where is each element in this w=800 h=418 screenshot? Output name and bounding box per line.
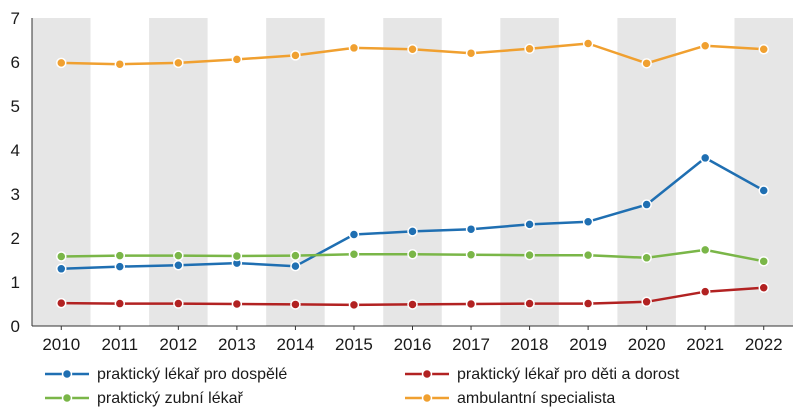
y-tick-label: 0 [11,317,20,336]
y-tick-label: 2 [11,229,20,248]
column-band [617,18,676,326]
data-point [641,58,652,69]
data-point [407,249,418,260]
data-point [348,249,360,260]
data-point [348,299,360,311]
data-point [465,249,477,260]
data-point [699,152,711,164]
x-tick-label: 2017 [452,335,490,354]
legend: praktický lékař pro dospělé praktický lék… [45,366,680,407]
x-tick-labels: 2010 2011 2012 2013 2014 2015 2016 2017 2018 2019… [42,326,783,354]
data-point [641,199,652,210]
x-tick-label: 2014 [277,335,315,354]
data-point [758,282,769,293]
data-point [699,244,711,256]
column-band [383,18,442,326]
column-band [149,18,208,326]
data-point [173,260,184,271]
data-point [348,229,360,240]
x-tick-label: 2012 [159,335,197,354]
y-tick-label: 3 [11,185,20,204]
y-tick-labels: 0 1 2 3 4 5 6 7 [11,9,20,336]
data-point [524,298,535,309]
column-band [32,18,91,326]
data-point [56,251,67,262]
data-point [582,298,594,309]
x-tick-label: 2018 [511,335,549,354]
data-point [290,260,301,272]
x-tick-label: 2015 [335,335,373,354]
legend-label: ambulantní specialista [457,390,615,407]
data-point [758,43,769,55]
x-tick-label: 2013 [218,335,256,354]
x-tick-label: 2016 [394,335,432,354]
data-point [407,299,418,310]
legend-label: praktický zubní lékař [97,390,244,407]
x-tick-label: 2010 [42,335,80,354]
data-point [582,38,594,49]
y-tick-label: 7 [11,9,20,28]
data-point [348,42,360,54]
data-point [407,226,418,237]
x-tick-label: 2021 [686,335,724,354]
data-point [582,216,594,227]
background-bands [32,18,793,326]
legend-label: praktický lékař pro dospělé [97,366,287,383]
data-point [173,298,184,309]
data-point [173,250,184,261]
data-point [407,43,418,55]
series-points [56,38,769,311]
legend-item: praktický zubní lékař [45,390,244,407]
data-point [290,250,301,261]
legend-swatch-marker [421,368,433,380]
data-point [641,252,652,264]
legend-item: praktický lékař pro děti a dorost [405,366,680,383]
data-point [231,298,243,310]
data-point [524,219,535,230]
data-point [524,249,535,261]
column-band [734,18,793,326]
data-point [582,249,594,261]
legend-label: praktický lékař pro děti a dorost [457,366,680,383]
data-point [524,43,535,55]
data-point [290,50,301,61]
legend-swatch-marker [421,392,433,404]
data-point [114,58,126,70]
data-point [114,261,126,272]
legend-item: praktický lékař pro dospělé [45,366,287,383]
data-point [699,286,711,297]
data-point [56,57,67,69]
data-point [290,299,301,310]
data-point [758,185,769,196]
data-point [173,57,184,69]
data-point [56,297,67,309]
legend-item: ambulantní specialista [405,390,615,407]
data-point [465,298,477,310]
y-tick-label: 5 [11,97,20,116]
x-tick-label: 2019 [569,335,607,354]
data-point [56,263,67,275]
data-point [231,54,243,65]
column-band [500,18,559,326]
x-tick-label: 2011 [102,335,139,354]
column-band [266,18,325,326]
data-point [465,47,477,59]
data-point [114,298,126,309]
y-tick-label: 1 [11,273,20,292]
data-point [465,223,477,235]
legend-swatch-marker [61,368,73,380]
data-point [699,40,711,51]
data-point [114,250,126,261]
data-point [758,256,769,267]
data-point [641,296,652,308]
legend-swatch-marker [61,392,73,404]
data-point [231,250,243,262]
y-tick-label: 4 [11,141,20,160]
x-tick-label: 2022 [745,335,783,354]
x-tick-label: 2020 [628,335,666,354]
y-tick-label: 6 [11,53,20,72]
